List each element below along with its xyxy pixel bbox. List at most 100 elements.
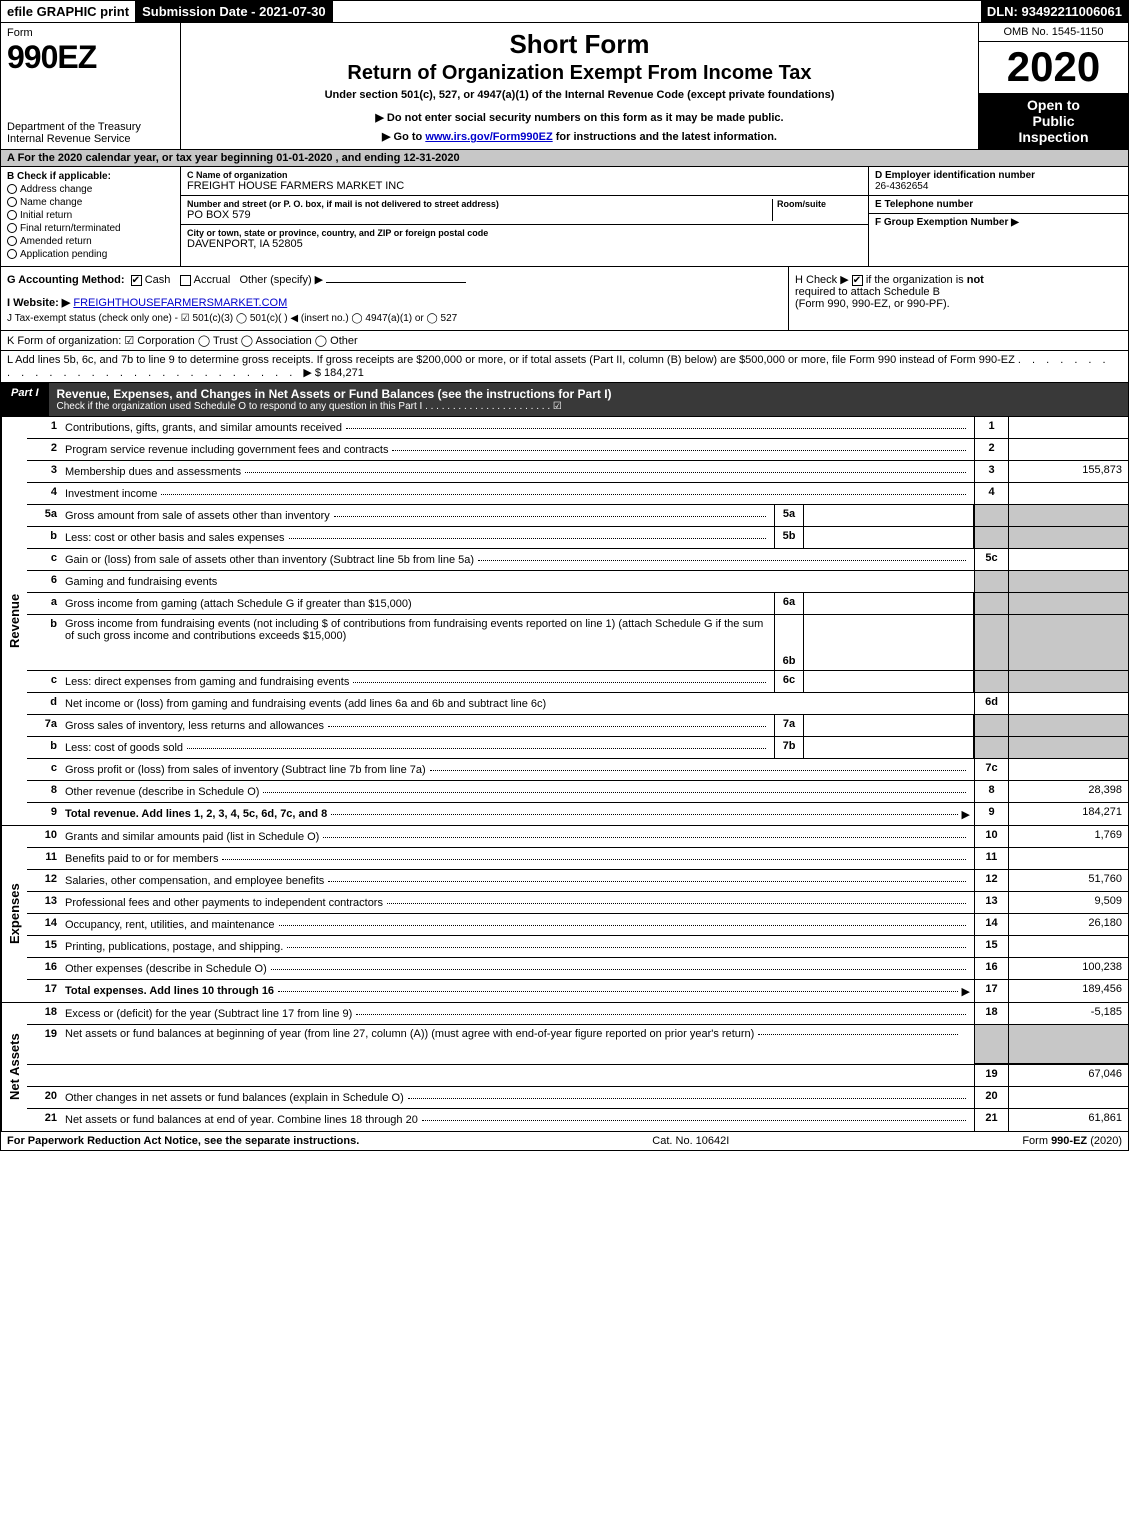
line-rt-val: 9,509 — [1008, 892, 1128, 913]
line-7c: c Gross profit or (loss) from sales of i… — [27, 759, 1128, 781]
telephone-label: E Telephone number — [875, 199, 1122, 210]
line-rt-val: 67,046 — [1008, 1065, 1128, 1086]
line-15: 15 Printing, publications, postage, and … — [27, 936, 1128, 958]
form-number: 990EZ — [7, 39, 174, 76]
line-desc: Investment income — [61, 483, 974, 504]
h-line2: required to attach Schedule B — [795, 286, 1122, 298]
line-rt-num: 2 — [974, 439, 1008, 460]
efile-print-button[interactable]: efile GRAPHIC print — [1, 1, 136, 22]
row-l-text: L Add lines 5b, 6c, and 7b to line 9 to … — [7, 354, 1015, 366]
line-18: 18 Excess or (deficit) for the year (Sub… — [27, 1003, 1128, 1025]
line-rt-num: 7c — [974, 759, 1008, 780]
line-rt-num — [974, 527, 1008, 548]
side-label-expenses: Expenses — [1, 826, 27, 1002]
line-desc: Total expenses. Add lines 10 through 16▶ — [61, 980, 974, 1002]
line-rt-num — [974, 715, 1008, 736]
line-19: 19 Net assets or fund balances at beginn… — [27, 1025, 1128, 1065]
open-to-public: Open to Public Inspection — [979, 93, 1128, 149]
open-line2: Public — [983, 113, 1124, 129]
chk-label: Final return/terminated — [20, 223, 121, 234]
revenue-lines: 1 Contributions, gifts, grants, and simi… — [27, 417, 1128, 825]
block-gh: G Accounting Method: Cash Accrual Other … — [0, 267, 1129, 331]
line-rt-val — [1008, 571, 1128, 592]
line-num: 20 — [27, 1087, 61, 1108]
line-rt-val — [1008, 505, 1128, 526]
line-num: 16 — [27, 958, 61, 979]
goto-post: for instructions and the latest informat… — [553, 131, 777, 143]
line-rt-num: 20 — [974, 1087, 1008, 1108]
other-input-line[interactable] — [326, 282, 466, 283]
checkbox-cash[interactable] — [131, 275, 142, 286]
chk-address-change[interactable]: Address change — [7, 184, 174, 195]
checkbox-accrual[interactable] — [180, 275, 191, 286]
row-k-form-org: K Form of organization: ☑ Corporation ◯ … — [0, 331, 1129, 351]
line-desc: Contributions, gifts, grants, and simila… — [61, 417, 974, 438]
line-rt-num — [974, 737, 1008, 758]
street-label: Number and street (or P. O. box, if mail… — [187, 199, 772, 209]
submission-date-button[interactable]: Submission Date - 2021-07-30 — [136, 1, 333, 22]
line-16: 16 Other expenses (describe in Schedule … — [27, 958, 1128, 980]
chk-initial-return[interactable]: Initial return — [7, 210, 174, 221]
line-rt-num — [974, 505, 1008, 526]
line-rt-num: 15 — [974, 936, 1008, 957]
line-desc: Salaries, other compensation, and employ… — [61, 870, 974, 891]
line-6: 6 Gaming and fundraising events — [27, 571, 1128, 593]
header-left: Form 990EZ Department of the Treasury In… — [1, 23, 181, 149]
website-link[interactable]: FREIGHTHOUSEFARMERSMARKET.COM — [73, 297, 287, 309]
chk-label: Address change — [20, 184, 92, 195]
line-num: 7a — [27, 715, 61, 736]
line-rt-val: 100,238 — [1008, 958, 1128, 979]
chk-final-return[interactable]: Final return/terminated — [7, 223, 174, 234]
line-num: d — [27, 693, 61, 714]
line-8: 8 Other revenue (describe in Schedule O)… — [27, 781, 1128, 803]
line-desc: Gain or (loss) from sale of assets other… — [61, 549, 974, 570]
chk-name-change[interactable]: Name change — [7, 197, 174, 208]
row-h-check: H Check ▶ if the organization is not req… — [788, 267, 1128, 330]
line-desc: Net assets or fund balances at end of ye… — [61, 1109, 974, 1131]
h-mid: if the organization is — [863, 274, 967, 286]
line-num: c — [27, 549, 61, 570]
line-rt-shade — [974, 1025, 1008, 1064]
col-def: D Employer identification number 26-4362… — [868, 167, 1128, 266]
midbox-num: 6a — [774, 593, 804, 614]
midbox-val — [804, 671, 974, 692]
line-desc: Gross income from fundraising events (no… — [61, 615, 774, 670]
row-i-website: I Website: ▶ FREIGHTHOUSEFARMERSMARKET.C… — [7, 296, 782, 309]
line-rt-num — [974, 593, 1008, 614]
line-num: 4 — [27, 483, 61, 504]
line-desc: Other revenue (describe in Schedule O) — [61, 781, 974, 802]
line-rt-num: 17 — [974, 980, 1008, 1002]
g-label: G Accounting Method: — [7, 274, 125, 286]
line-rt-num: 1 — [974, 417, 1008, 438]
line-num: 2 — [27, 439, 61, 460]
line-rt-val — [1008, 759, 1128, 780]
line-rt-val: 28,398 — [1008, 781, 1128, 802]
top-bar: efile GRAPHIC print Submission Date - 20… — [0, 0, 1129, 23]
line-rt-val — [1008, 483, 1128, 504]
line-desc: Less: direct expenses from gaming and fu… — [61, 671, 774, 692]
midbox-val — [804, 505, 974, 526]
omb-number: OMB No. 1545-1150 — [979, 23, 1128, 42]
midbox-val — [804, 593, 974, 614]
org-name-value: FREIGHT HOUSE FARMERS MARKET INC — [187, 180, 862, 192]
group-exemption-cell: F Group Exemption Number ▶ — [869, 214, 1128, 266]
chk-application-pending[interactable]: Application pending — [7, 249, 174, 260]
line-desc: Membership dues and assessments — [61, 461, 974, 482]
line-rt-num — [974, 571, 1008, 592]
line-num: 10 — [27, 826, 61, 847]
line-rt-num: 19 — [974, 1065, 1008, 1086]
line-rt-num: 6d — [974, 693, 1008, 714]
part-1-label: Part I — [1, 383, 49, 416]
line-20: 20 Other changes in net assets or fund b… — [27, 1087, 1128, 1109]
line-num: 19 — [27, 1025, 61, 1064]
line-num: 17 — [27, 980, 61, 1002]
irs-link[interactable]: www.irs.gov/Form990EZ — [425, 131, 552, 143]
line-rt-shade — [1008, 1025, 1128, 1064]
chk-amended-return[interactable]: Amended return — [7, 236, 174, 247]
form-title: Short Form — [191, 29, 968, 60]
line-rt-val: 184,271 — [1008, 803, 1128, 825]
checkbox-h[interactable] — [852, 275, 863, 286]
block-bcdef: B Check if applicable: Address change Na… — [0, 167, 1129, 267]
page-footer: For Paperwork Reduction Act Notice, see … — [0, 1132, 1129, 1151]
line-6d: d Net income or (loss) from gaming and f… — [27, 693, 1128, 715]
